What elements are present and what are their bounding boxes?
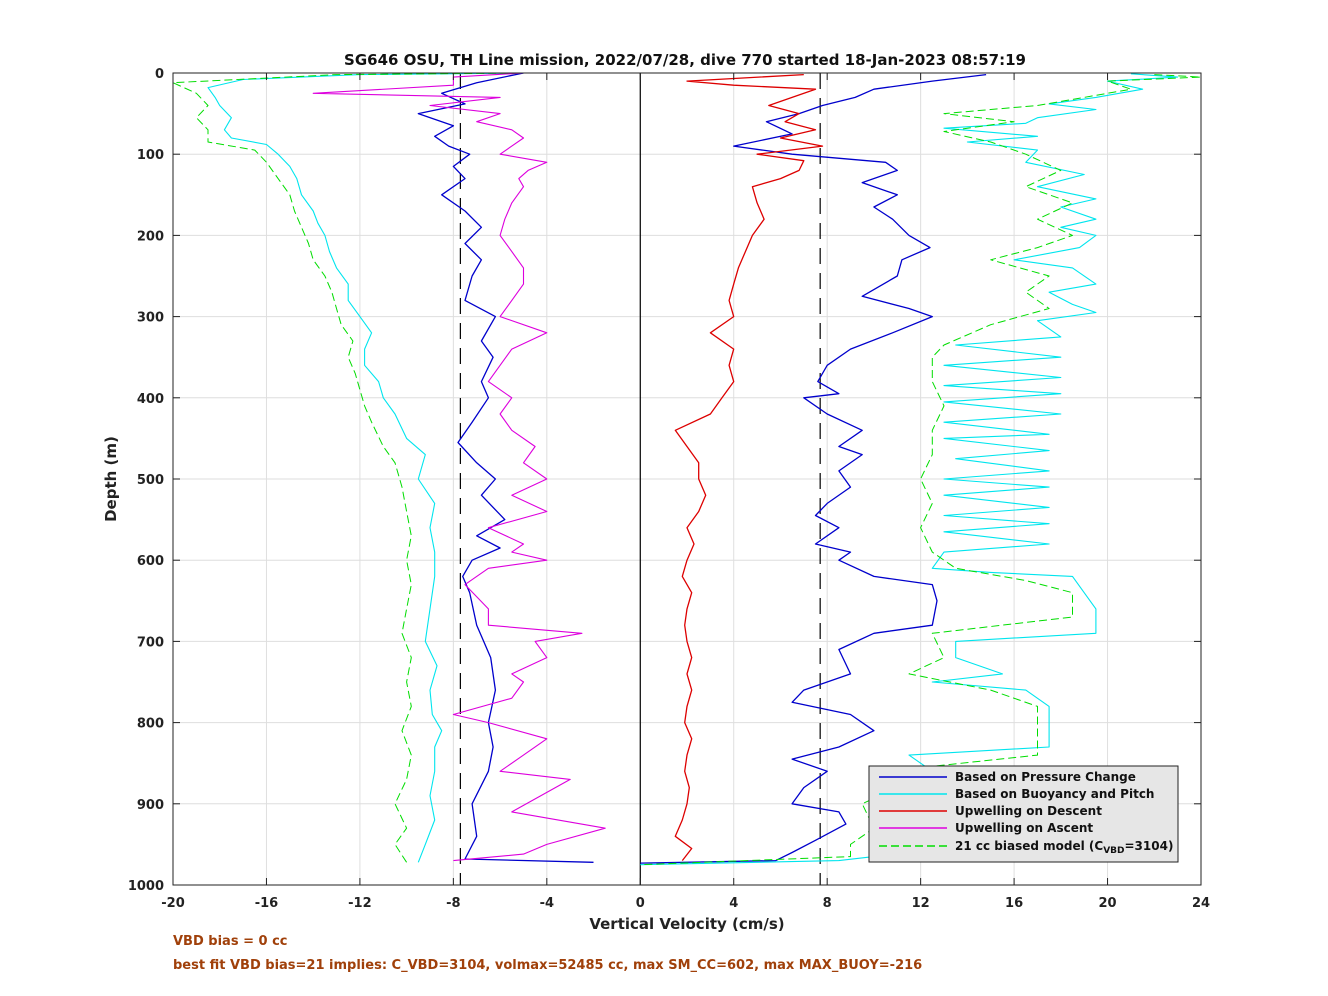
y-tick-label: 800 xyxy=(137,717,164,732)
best-fit-note: best fit VBD bias=21 implies: C_VBD=3104… xyxy=(173,958,923,973)
legend-label-buoyancy: Based on Buoyancy and Pitch xyxy=(955,787,1154,801)
x-tick-label: 20 xyxy=(1098,896,1116,911)
legend-label-upwelling-ascent: Upwelling on Ascent xyxy=(955,821,1093,835)
y-tick-label: 900 xyxy=(137,798,164,813)
data-series xyxy=(173,73,1201,866)
legend-label-biased-model: 21 cc biased model (CVBD=3104) xyxy=(955,839,1173,856)
x-tick-label: -12 xyxy=(348,896,372,911)
x-tick-label: 16 xyxy=(1005,896,1023,911)
y-tick-label: 1000 xyxy=(128,879,164,894)
legend-label-biased-sub: VBD xyxy=(1103,846,1124,856)
series-line-buoyancy_pitch_ascent xyxy=(207,73,524,863)
grid-lines xyxy=(172,72,1202,886)
y-tick-label: 600 xyxy=(137,554,164,569)
y-tick-label: 100 xyxy=(137,148,164,163)
y-tick-label: 300 xyxy=(137,311,164,326)
series-line-biased_model_descent xyxy=(640,74,1201,866)
x-tick-label: 24 xyxy=(1192,896,1210,911)
chart-title: SG646 OSU, TH Line mission, 2022/07/28, … xyxy=(344,51,1026,69)
x-axis-label: Vertical Velocity (cm/s) xyxy=(589,915,784,933)
x-tick-label: 0 xyxy=(636,896,645,911)
legend-label-biased-main: 21 cc biased model (C xyxy=(955,839,1103,853)
vbd-bias-note: VBD bias = 0 cc xyxy=(173,934,288,949)
x-tick-label: 8 xyxy=(823,896,832,911)
series-line-upwelling_ascent xyxy=(312,73,606,862)
legend: Based on Pressure Change Based on Buoyan… xyxy=(868,765,1179,863)
y-tick-label: 700 xyxy=(137,635,164,650)
series-line-pressure_ascent xyxy=(417,73,594,863)
axis-ticks: -20 -16 -12 -8 -4 0 4 8 12 16 20 24 0 100 200 300 400 500… xyxy=(128,67,1210,911)
x-tick-label: -20 xyxy=(161,896,185,911)
series-line-buoyancy_pitch_descent xyxy=(640,73,1179,866)
y-tick-label: 400 xyxy=(137,392,164,407)
series-line-upwelling_descent xyxy=(674,73,824,861)
x-tick-label: 4 xyxy=(729,896,738,911)
legend-label-biased-end: =3104) xyxy=(1125,839,1174,853)
x-tick-label: -8 xyxy=(446,896,460,911)
y-tick-label: 0 xyxy=(155,67,164,82)
x-tick-label: 12 xyxy=(912,896,930,911)
y-tick-label: 500 xyxy=(137,473,164,488)
legend-label-pressure: Based on Pressure Change xyxy=(955,770,1136,784)
series-line-biased_model_ascent xyxy=(173,73,524,863)
y-tick-label: 200 xyxy=(137,229,164,244)
x-tick-label: -16 xyxy=(255,896,279,911)
legend-label-upwelling-descent: Upwelling on Descent xyxy=(955,804,1102,818)
y-axis-label: Depth (m) xyxy=(102,436,120,522)
series-line-pressure_descent xyxy=(640,73,987,864)
x-tick-label: -4 xyxy=(540,896,554,911)
